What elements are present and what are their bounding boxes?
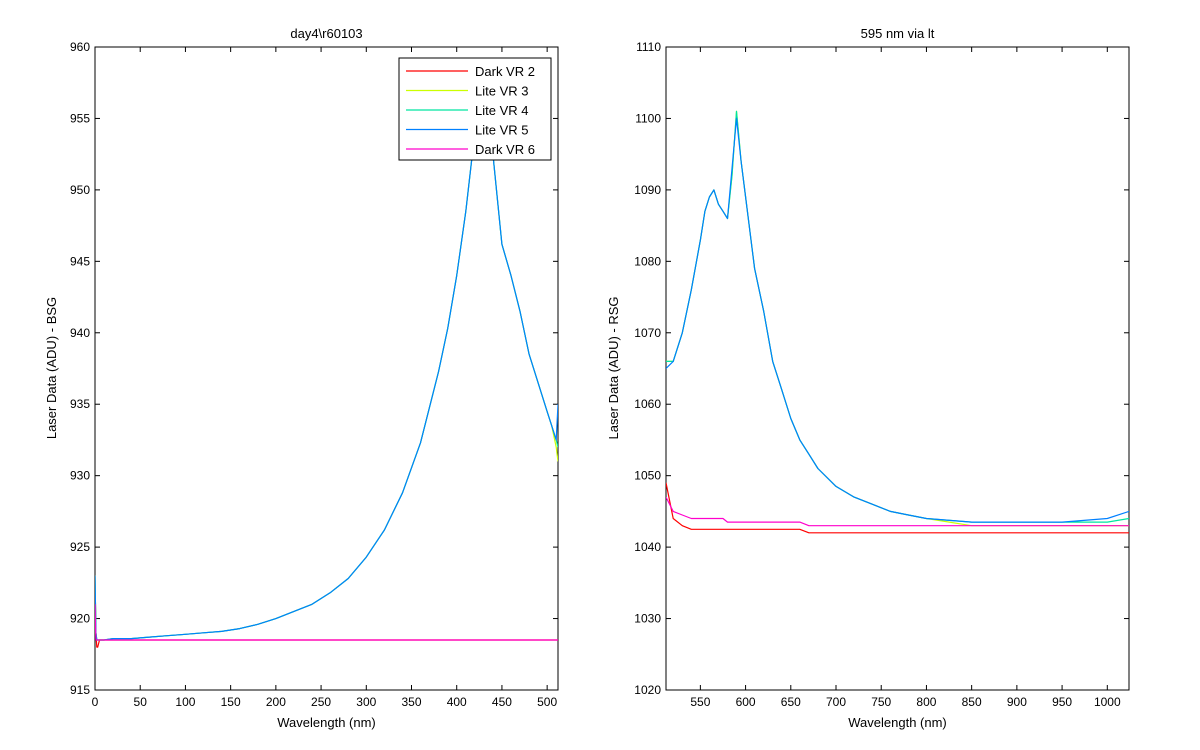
series-line-dark-vr-6-left [95,604,558,641]
x-tick-label-right: 850 [962,695,982,709]
legend-label: Lite VR 5 [475,123,528,138]
series-line-lite-vr-5-right [666,117,1129,523]
legend: Dark VR 2 Lite VR 3 Lite VR 4 Lite VR 5 Dark… [398,57,552,161]
x-tick-label-left: 350 [401,695,421,709]
legend-label: Dark VR 6 [475,142,535,157]
y-tick-label-right: 1040 [634,540,661,554]
series-line-lite-vr-5-left [95,89,558,641]
y-tick-label-right: 1110 [636,40,661,54]
y-tick-label-left: 945 [70,254,90,268]
y-tick-label-right: 1070 [634,326,661,340]
y-axis-label-left: Laser Data (ADU) - BSG [44,297,59,439]
y-tick-label-left: 925 [70,540,90,554]
x-tick-label-right: 650 [781,695,801,709]
y-tick-label-right: 1100 [635,111,661,125]
x-tick-label-left: 400 [447,695,467,709]
chart-title-left: day4\r60103 [290,26,362,41]
y-tick-label-left: 915 [70,683,90,697]
x-tick-label-left: 150 [221,695,241,709]
y-tick-label-left: 930 [70,469,90,483]
plot-area-right [665,46,1130,691]
y-tick-label-right: 1060 [634,397,661,411]
x-axis-label-right: Wavelength (nm) [848,715,947,730]
x-tick-label-right: 900 [1007,695,1027,709]
y-tick-label-left: 920 [70,612,90,626]
x-tick-label-right: 950 [1052,695,1072,709]
chart-right: 595 nm via lt Wavelength (nm) Laser Data… [606,26,1130,730]
y-tick-label-right: 1020 [634,683,661,697]
legend-label: Lite VR 3 [475,84,528,99]
legend-label: Lite VR 4 [475,103,528,118]
series-lines-right [666,110,1129,534]
series-line-dark-vr-2-right [666,482,1129,534]
legend-box [398,57,552,161]
y-tick-label-left: 940 [70,326,90,340]
y-tick-label-right: 1030 [634,612,661,626]
x-tick-label-right: 600 [736,695,756,709]
y-tick-label-left: 955 [70,111,90,125]
ticks-left: 0 50 100 150 200 250 300 350 400 450 500 915 920 925 9… [70,40,558,709]
y-tick-label-right: 1090 [634,183,661,197]
x-tick-label-right: 800 [916,695,936,709]
x-tick-label-left: 200 [266,695,286,709]
x-tick-label-right: 750 [871,695,891,709]
chart-title-right: 595 nm via lt [861,26,935,41]
x-tick-label-right: 1000 [1094,695,1121,709]
y-tick-label-left: 950 [70,183,90,197]
y-axis-label-right: Laser Data (ADU) - RSG [606,296,621,439]
y-tick-label-left: 960 [70,40,90,54]
series-lines-left [95,89,558,648]
x-tick-label-right: 700 [826,695,846,709]
y-tick-label-left: 935 [70,397,90,411]
chart-left: day4\r60103 Wavelength (nm) Laser Data (… [44,26,559,730]
x-tick-label-left: 0 [92,695,99,709]
x-axis-label-left: Wavelength (nm) [277,715,376,730]
x-tick-label-right: 550 [690,695,710,709]
x-tick-label-left: 50 [134,695,148,709]
x-tick-label-left: 250 [311,695,331,709]
x-tick-label-left: 500 [537,695,557,709]
series-line-dark-vr-6-right [666,496,1129,527]
ticks-right: 550 600 650 700 750 800 850 900 950 1000 1020 1030 1… [634,40,1129,709]
y-tick-label-right: 1050 [634,469,661,483]
x-tick-label-left: 450 [492,695,512,709]
x-tick-label-left: 300 [356,695,376,709]
x-tick-label-left: 100 [175,695,195,709]
y-tick-label-right: 1080 [634,254,661,268]
legend-label: Dark VR 2 [475,64,535,79]
